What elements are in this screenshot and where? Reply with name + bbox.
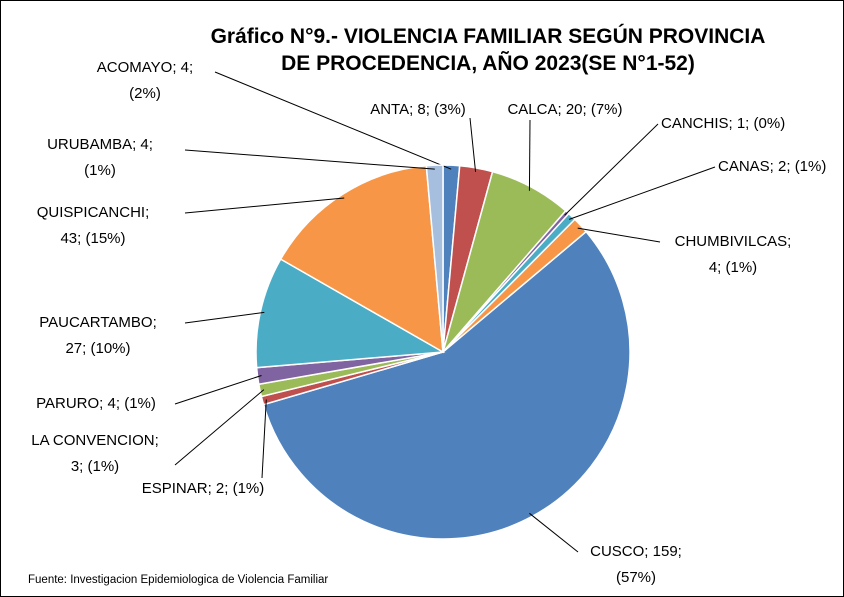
data-label: URUBAMBA; 4; (1%) xyxy=(47,136,153,179)
leader-line xyxy=(261,399,267,479)
leader-line xyxy=(184,197,345,214)
leader-line xyxy=(568,166,716,220)
data-label: QUISPICANCHI; 43; (15%) xyxy=(37,204,150,247)
pie-slice xyxy=(262,230,631,540)
leader-line xyxy=(577,227,661,243)
pie-slice xyxy=(425,164,444,353)
leader-line xyxy=(184,149,435,170)
data-label: CUSCO; 159; (57%) xyxy=(590,543,682,586)
source-note: Fuente: Investigacion Epidemiologica de … xyxy=(28,574,328,586)
data-label: CHUMBIVILCAS; 4; (1%) xyxy=(675,233,792,276)
data-label: ACOMAYO; 4; (2%) xyxy=(97,59,193,102)
data-label: ESPINAR; 2; (1%) xyxy=(142,480,265,497)
data-label: PAUCARTAMBO; 27; (10%) xyxy=(39,314,157,357)
leader-line xyxy=(529,512,579,553)
data-label: ANTA; 8; (3%) xyxy=(370,101,466,118)
pie-slice xyxy=(255,258,446,369)
leader-line xyxy=(174,374,262,405)
data-label: CANCHIS; 1; (0%) xyxy=(661,115,785,132)
leader-line xyxy=(184,311,265,324)
chart-title: Gráfico N°9.- VIOLENCIA FAMILIAR SEGÚN P… xyxy=(211,24,766,75)
leader-line xyxy=(564,123,659,216)
leader-line xyxy=(174,389,265,466)
data-label: CALCA; 20; (7%) xyxy=(507,101,622,118)
data-label: LA CONVENCION; 3; (1%) xyxy=(31,432,159,475)
data-label: CANAS; 2; (1%) xyxy=(718,158,826,175)
leader-line xyxy=(469,117,477,172)
leader-line xyxy=(528,119,531,191)
leader-line xyxy=(214,71,452,170)
data-label: PARURO; 4; (1%) xyxy=(36,395,156,412)
